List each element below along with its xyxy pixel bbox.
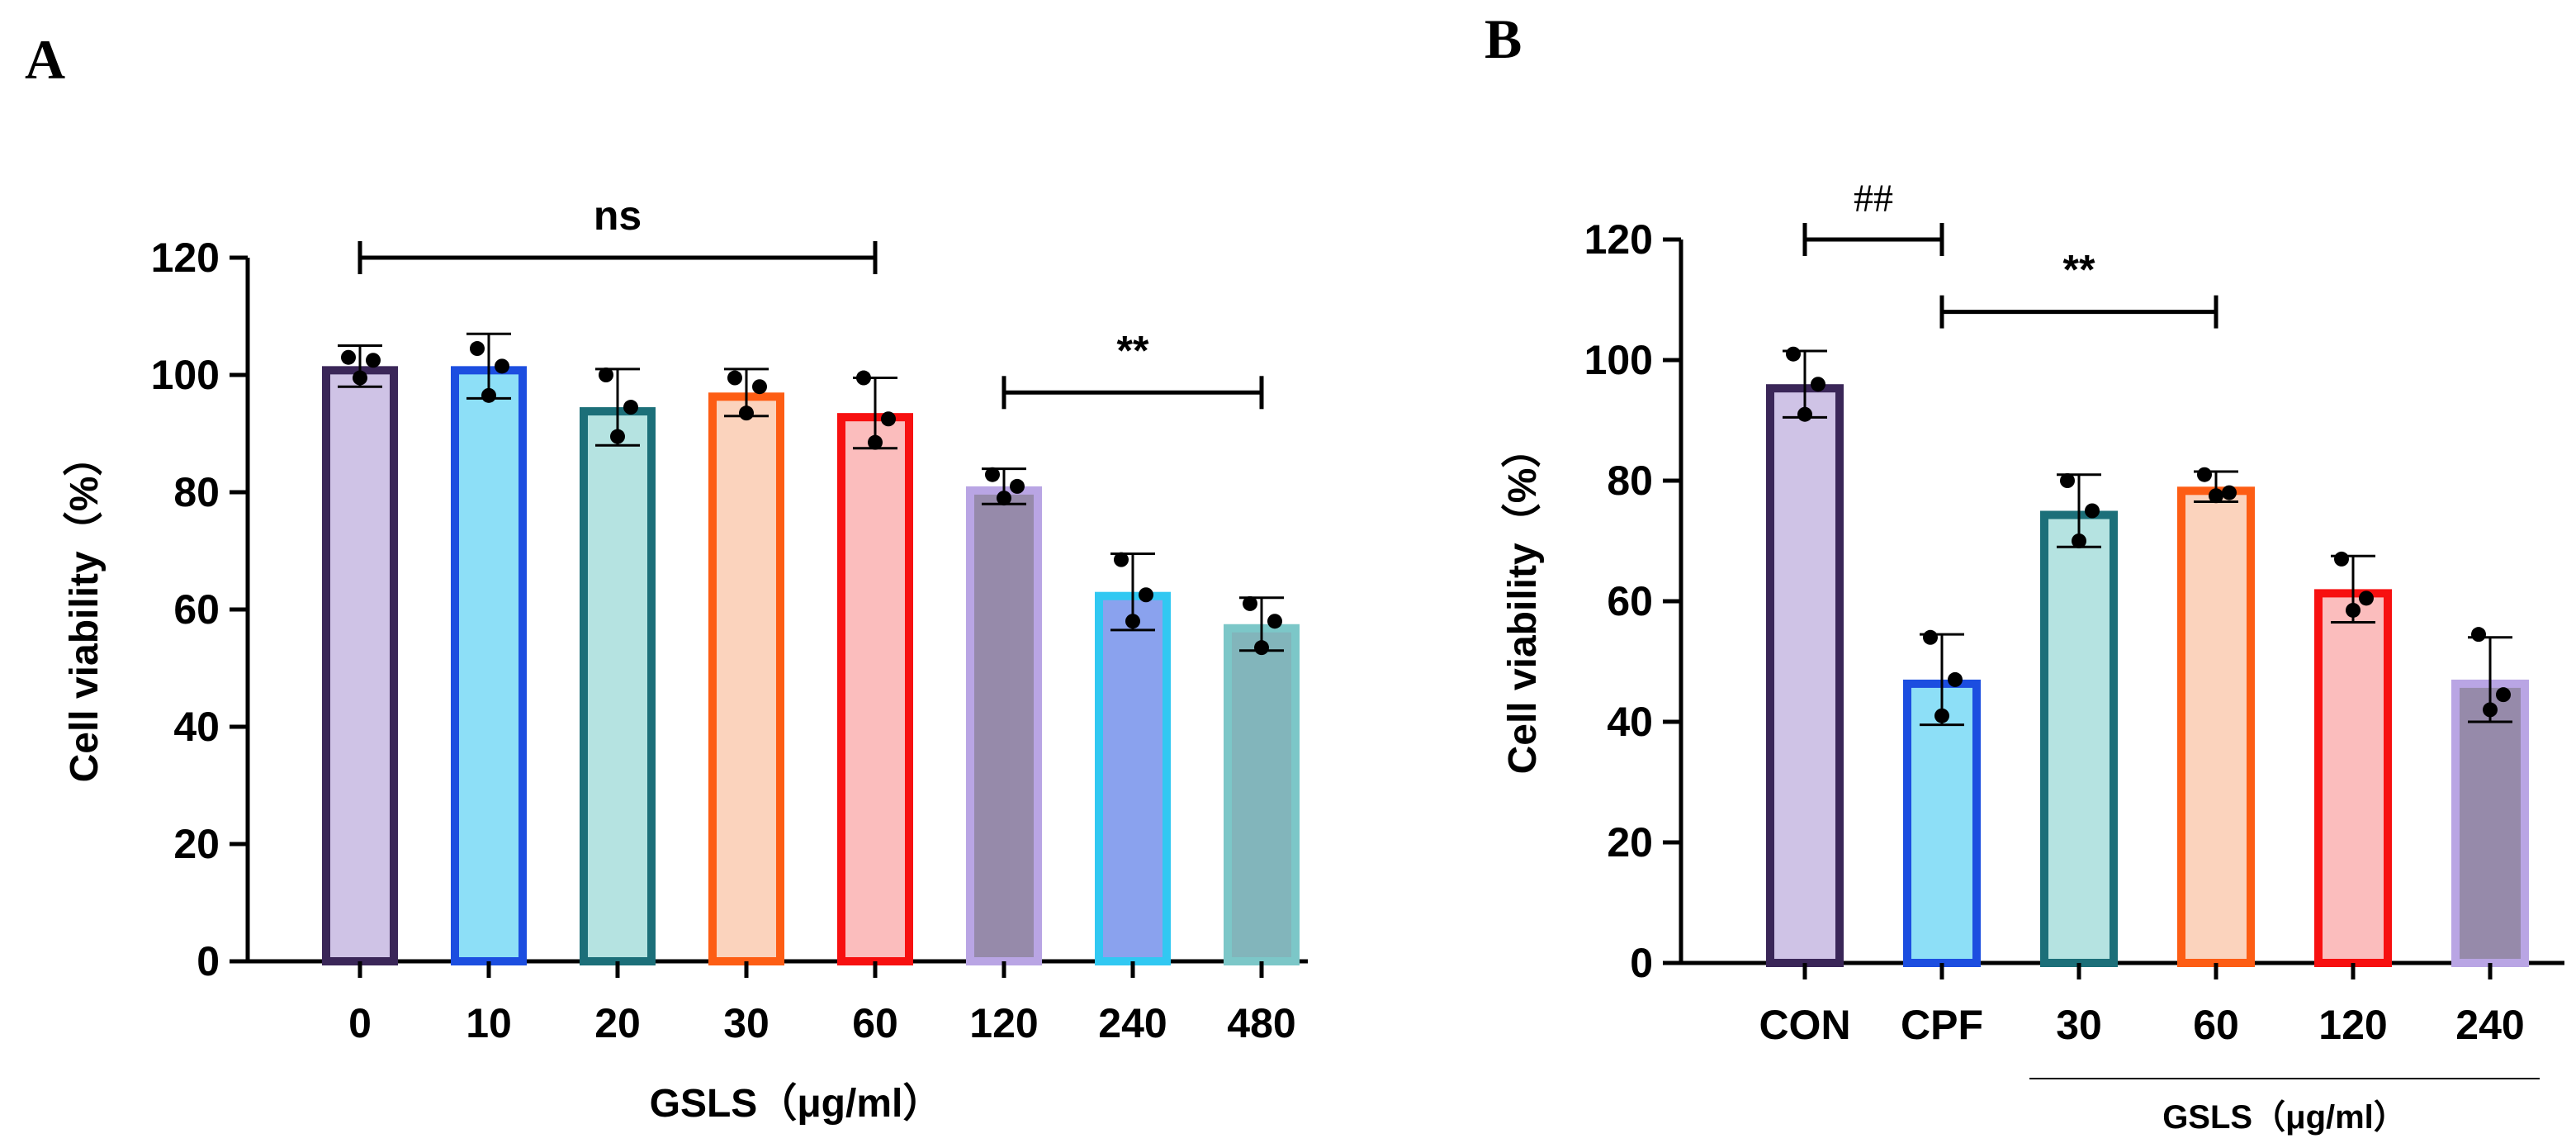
x-tick-label: 30 (723, 1000, 769, 1046)
data-point (2209, 488, 2223, 504)
data-point (752, 379, 767, 395)
data-point (341, 349, 356, 365)
y-tick-label: 120 (151, 235, 220, 281)
data-point (739, 406, 754, 421)
data-point (997, 491, 1011, 506)
group-label: GSLS（μg/ml） (2162, 1099, 2407, 1136)
y-axis-title: Cell viability（%） (1501, 429, 1545, 775)
x-tick-label: CON (1759, 1002, 1850, 1048)
panel-a: A 0 20 40 60 80 100 120 Cell viability（%） 0 10 20 30… (25, 28, 1308, 1126)
bar (322, 366, 398, 966)
bar (2040, 510, 2118, 967)
y-axis-title: Cell viability（%） (63, 437, 107, 783)
data-point (1243, 595, 1257, 611)
bar (2451, 679, 2529, 968)
x-tick-label: 10 (466, 1000, 512, 1046)
data-point (1114, 552, 1129, 567)
bar (2177, 486, 2255, 967)
data-point (1267, 614, 1282, 629)
data-point (1010, 478, 1025, 494)
data-point (353, 370, 367, 386)
y-tick-label: 100 (151, 352, 220, 398)
sig-label: ## (1854, 177, 1893, 221)
data-point (2346, 602, 2361, 618)
data-point (727, 370, 742, 386)
y-tick-label: 0 (1630, 940, 1653, 986)
data-point (1786, 346, 1801, 362)
data-point (2197, 467, 2212, 482)
data-point (599, 368, 613, 382)
data-point (2072, 534, 2086, 548)
sig-label: ** (1117, 327, 1149, 373)
x-tick-label: 20 (594, 1000, 641, 1046)
x-tick-label: 60 (852, 1000, 898, 1046)
data-point (2471, 627, 2486, 643)
data-point (481, 387, 496, 403)
data-point (623, 400, 638, 415)
x-tick-label: 30 (2056, 1002, 2102, 1048)
data-point (1948, 671, 1963, 687)
bar (1224, 624, 1300, 965)
y-tick-label: 20 (1607, 819, 1653, 866)
data-point (881, 411, 896, 427)
data-point (1139, 587, 1153, 603)
y-tick-label: 20 (173, 821, 220, 867)
x-tick-label: 60 (2193, 1002, 2239, 1048)
x-tick-label: CPF (1901, 1002, 1983, 1048)
data-point (470, 341, 485, 357)
data-point (1254, 640, 1269, 656)
bar (837, 413, 913, 965)
data-point (495, 358, 509, 374)
x-tick-label: 480 (1227, 1000, 1295, 1046)
bar (580, 407, 656, 965)
y-tick-label: 120 (1584, 216, 1653, 263)
x-tick-label: 120 (969, 1000, 1038, 1046)
bar (1095, 591, 1171, 965)
sig-label: ** (2063, 247, 2095, 293)
panel-letter: B (1485, 7, 1522, 70)
data-point (2359, 590, 2374, 606)
data-point (366, 353, 381, 368)
data-point (610, 429, 625, 444)
y-tick-label: 60 (173, 586, 220, 633)
data-point (2483, 702, 2498, 718)
data-point (1934, 708, 1949, 723)
data-point (1923, 629, 1938, 645)
data-point (2334, 551, 2349, 567)
y-tick-label: 80 (173, 469, 220, 515)
bar (2314, 589, 2392, 968)
data-point (2496, 687, 2511, 703)
x-axis-title: GSLS（μg/ml） (650, 1082, 943, 1126)
y-tick-label: 60 (1607, 578, 1653, 624)
data-point (856, 370, 871, 386)
data-point (2085, 503, 2100, 519)
y-tick-label: 40 (1607, 699, 1653, 745)
y-tick-label: 40 (173, 704, 220, 750)
bar (708, 392, 784, 965)
x-tick-label: 120 (2318, 1002, 2387, 1048)
x-tick-label: 0 (348, 1000, 372, 1046)
x-tick-label: 240 (1098, 1000, 1167, 1046)
y-tick-label: 80 (1607, 458, 1653, 504)
data-point (1811, 377, 1825, 392)
bar (1766, 384, 1844, 967)
data-point (2060, 473, 2075, 488)
panel-letter: A (25, 28, 65, 91)
data-point (2222, 485, 2237, 500)
y-tick-label: 100 (1584, 337, 1653, 383)
panel-b: B 0 20 40 60 80 100 120 Cell viability（%） CON CPF 3… (1485, 7, 2564, 1136)
bar (966, 486, 1042, 965)
data-point (985, 467, 1000, 482)
x-tick-label: 240 (2455, 1002, 2524, 1048)
y-tick-label: 0 (197, 938, 220, 984)
data-point (1125, 614, 1140, 629)
data-point (868, 434, 883, 450)
sig-label: ns (594, 192, 642, 239)
data-point (1797, 406, 1812, 422)
bar (451, 366, 527, 966)
